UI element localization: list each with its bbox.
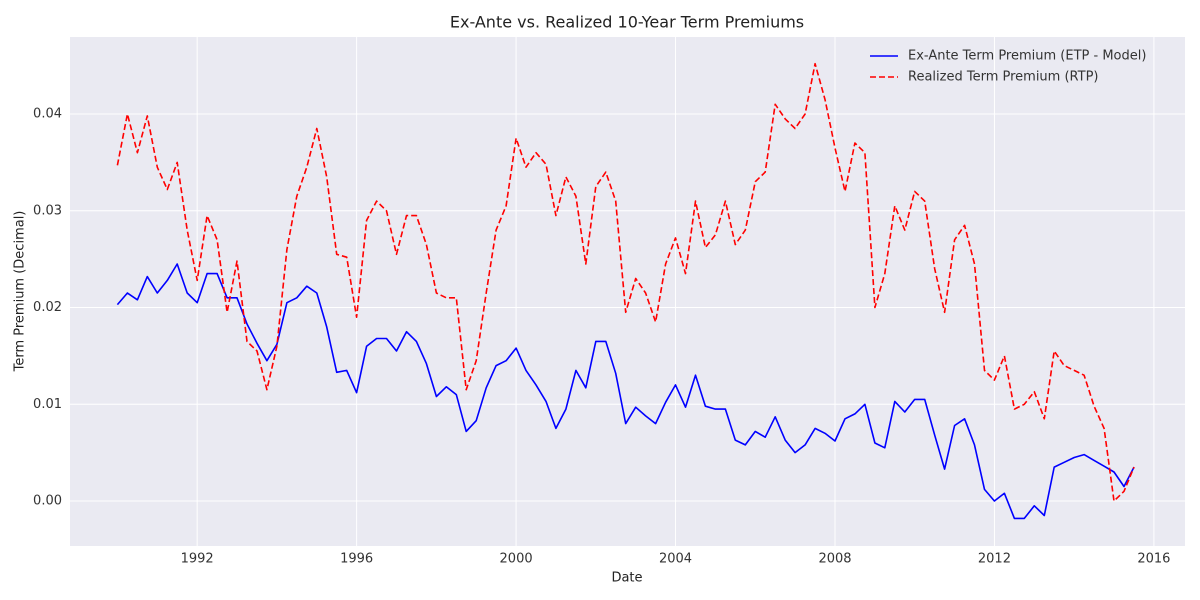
x-tick-label: 1996: [340, 552, 373, 567]
y-tick-label: 0.03: [33, 203, 62, 218]
legend-label: Ex-Ante Term Premium (ETP - Model): [908, 49, 1146, 64]
y-tick-label: 0.00: [33, 494, 62, 509]
y-tick-label: 0.01: [33, 397, 62, 412]
chart-title: Ex-Ante vs. Realized 10-Year Term Premiu…: [450, 13, 804, 32]
x-tick-label: 2004: [659, 552, 692, 567]
y-axis-label: Term Premium (Decimal): [13, 211, 28, 373]
series-line: [116, 62, 1135, 502]
series-line: [116, 263, 1135, 520]
x-axis-label: Date: [611, 571, 642, 586]
legend-label: Realized Term Premium (RTP): [908, 70, 1098, 85]
x-tick-label: 2012: [978, 552, 1011, 567]
x-tick-label: 1992: [181, 552, 214, 567]
x-tick-label: 2016: [1137, 552, 1170, 567]
plot-area: [70, 37, 1185, 546]
x-tick-label: 2000: [500, 552, 533, 567]
x-tick-label: 2008: [818, 552, 851, 567]
y-tick-label: 0.02: [33, 300, 62, 315]
y-tick-label: 0.04: [33, 107, 62, 122]
